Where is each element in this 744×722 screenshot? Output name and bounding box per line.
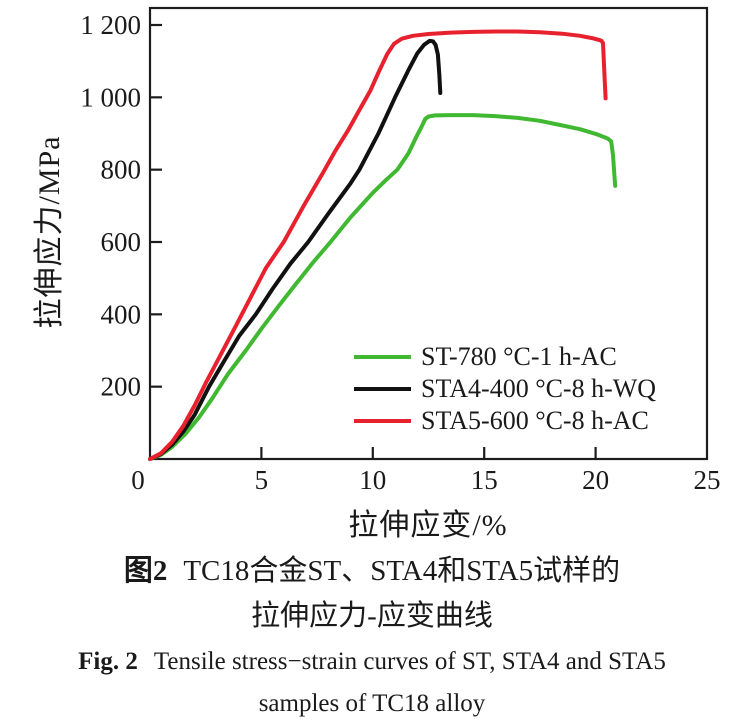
figure-captions: 图2 TC18合金ST、STA4和STA5试样的 拉伸应力-应变曲线 Fig. 2… (0, 549, 744, 722)
legend-item-sta4: STA4-400 °C-8 h-WQ (354, 373, 656, 405)
y-tick-label: 1 000 (80, 82, 141, 112)
series-curve-1 (148, 38, 443, 461)
x-tick-label: 0 (131, 465, 145, 495)
legend-label-sta5: STA5-600 °C-8 h-AC (421, 406, 649, 435)
y-tick-label: 1 200 (80, 10, 141, 40)
legend-line-green-icon (354, 355, 411, 359)
legend-label-sta4: STA4-400 °C-8 h-WQ (421, 374, 657, 403)
y-tick-label: 200 (101, 372, 142, 402)
x-tick-label: 10 (359, 465, 386, 495)
legend-item-st780: ST-780 °C-1 h-AC (354, 341, 656, 373)
x-tick-label: 25 (694, 465, 721, 495)
caption-zh-figure-label: 图2 (123, 555, 168, 587)
x-tick-label: 20 (582, 465, 609, 495)
y-tick-label: 600 (101, 227, 142, 257)
caption-en-figure-label: Fig. 2 (78, 648, 138, 675)
x-tick-label: 15 (471, 465, 498, 495)
series-curve-0 (148, 113, 618, 461)
plot-border (148, 6, 709, 461)
caption-zh-text1: TC18合金ST、STA4和STA5试样的 (183, 555, 621, 587)
series-curve-2 (148, 29, 608, 461)
caption-zh-line1: 图2 TC18合金ST、STA4和STA5试样的 (0, 549, 744, 594)
y-axis-title: 拉伸应力/MPa (33, 135, 66, 329)
legend-line-red-icon (354, 419, 411, 423)
caption-en-line2: samples of TC18 alloy (258, 690, 486, 717)
x-tick-label: 5 (255, 465, 269, 495)
x-axis-title: 拉伸应变/% (348, 509, 508, 542)
y-tick-label: 400 (101, 299, 142, 329)
stress-strain-chart: 0 5 10 15 20 25 200 400 600 800 1 000 1 200 (80, 6, 721, 495)
chart-legend: ST-780 °C-1 h-AC STA4-400 °C-8 h-WQ STA5… (354, 341, 656, 437)
legend-line-black-icon (354, 387, 411, 391)
caption-en-line1: Fig. 2 Tensile stress−strain curves of ST… (0, 639, 744, 684)
caption-zh-line2: 拉伸应力-应变曲线 (251, 600, 493, 632)
caption-en-text1: Tensile stress−strain curves of ST, STA4… (153, 648, 666, 675)
legend-item-sta5: STA5-600 °C-8 h-AC (354, 405, 656, 437)
y-tick-label: 800 (101, 155, 142, 185)
legend-label-st780: ST-780 °C-1 h-AC (421, 342, 617, 371)
